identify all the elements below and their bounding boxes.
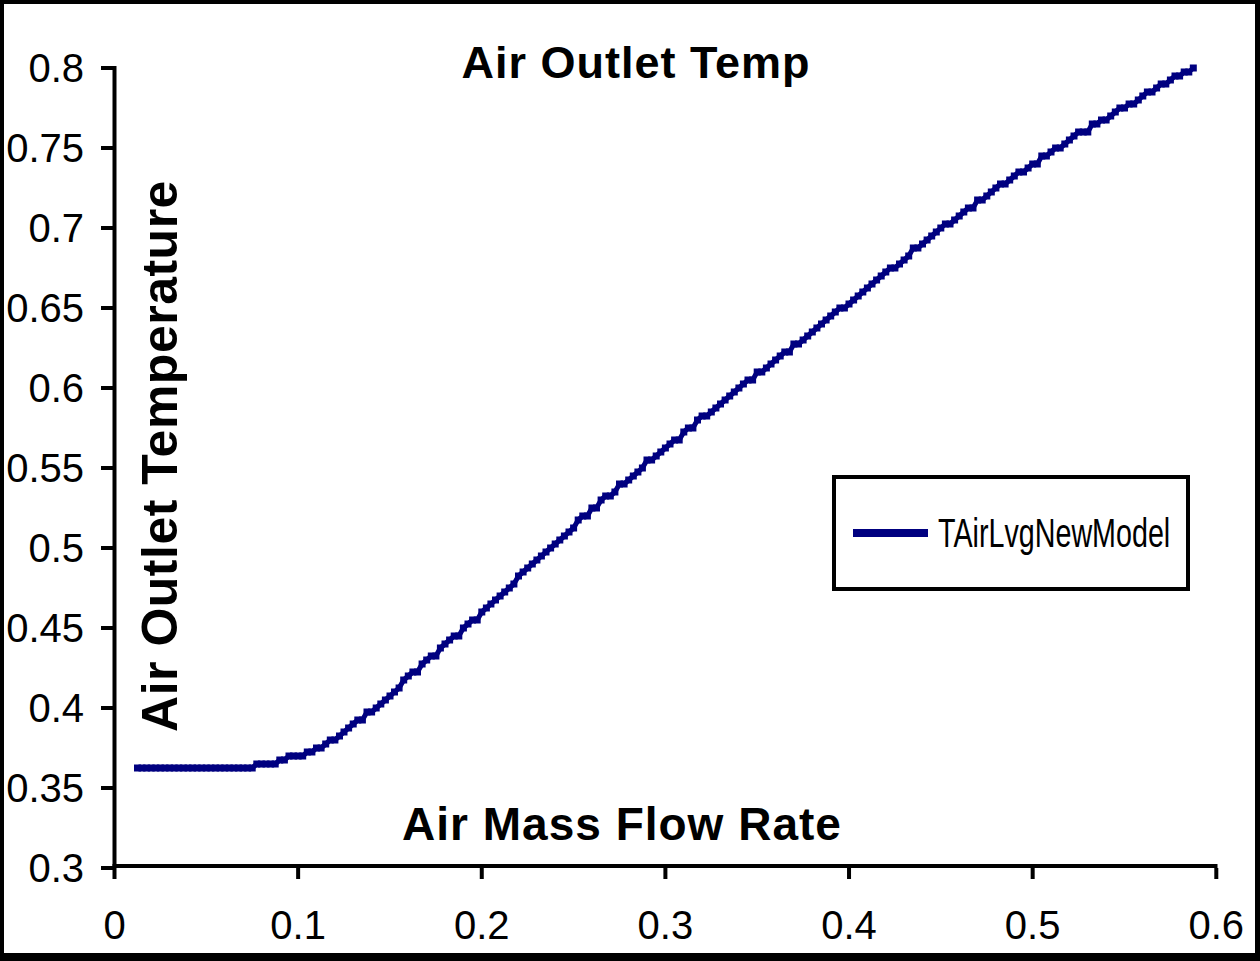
- series-marker: [570, 525, 577, 532]
- chart-title: Air Outlet Temp: [461, 37, 810, 88]
- x-axis-line: [113, 864, 1218, 868]
- y-axis-title: Air Outlet Temperature: [132, 180, 188, 732]
- legend-label: TAirLvgNewModel: [938, 510, 1170, 555]
- series-marker: [510, 581, 517, 588]
- y-tick: [101, 466, 113, 470]
- y-tick: [101, 866, 113, 870]
- x-tick-label: 0.1: [270, 903, 326, 947]
- series-marker: [611, 489, 618, 496]
- series-marker: [593, 505, 600, 512]
- series-marker: [786, 349, 793, 356]
- x-tick-label: 0.4: [821, 903, 877, 947]
- x-tick: [113, 868, 117, 879]
- x-tick: [1214, 868, 1218, 879]
- series-marker: [359, 717, 366, 724]
- series-marker: [689, 425, 696, 432]
- chart: Air Outlet Temp Air Mass Flow Rate Air O…: [0, 0, 1260, 961]
- series-marker: [970, 205, 977, 212]
- x-tick: [663, 868, 667, 879]
- series-marker: [749, 377, 756, 384]
- y-tick-label: 0.3: [28, 846, 84, 890]
- series-marker: [396, 685, 403, 692]
- series-marker: [584, 513, 591, 520]
- x-tick-label: 0: [103, 903, 125, 947]
- x-tick: [480, 868, 484, 879]
- legend-line-sample: [853, 529, 928, 537]
- x-tick: [296, 868, 300, 879]
- y-tick-label: 0.5: [28, 526, 84, 570]
- x-tick-label: 0.5: [1005, 903, 1061, 947]
- x-axis-title: Air Mass Flow Rate: [402, 798, 842, 850]
- series-marker: [432, 653, 439, 660]
- y-tick-label: 0.75: [6, 126, 84, 170]
- y-tick: [101, 386, 113, 390]
- y-tick-label: 0.65: [6, 286, 84, 330]
- y-tick: [101, 626, 113, 630]
- series-marker: [639, 465, 646, 472]
- y-tick-label: 0.6: [28, 366, 84, 410]
- y-tick-label: 0.55: [6, 446, 84, 490]
- y-tick: [101, 706, 113, 710]
- y-tick: [101, 306, 113, 310]
- y-tick-label: 0.7: [28, 206, 84, 250]
- y-tick: [101, 786, 113, 790]
- series-marker: [1084, 129, 1091, 136]
- series-marker: [905, 253, 912, 260]
- y-tick-label: 0.45: [6, 606, 84, 650]
- y-axis-line: [113, 66, 117, 868]
- series-marker: [455, 633, 462, 640]
- y-tick-label: 0.4: [28, 686, 84, 730]
- legend: TAirLvgNewModel: [834, 477, 1188, 589]
- series-marker: [1034, 161, 1041, 168]
- y-tick: [101, 546, 113, 550]
- x-tick-label: 0.6: [1188, 903, 1244, 947]
- series-marker: [474, 617, 481, 624]
- x-tick-label: 0.2: [454, 903, 510, 947]
- x-tick-label: 0.3: [638, 903, 694, 947]
- y-tick: [101, 146, 113, 150]
- series-marker: [1190, 65, 1197, 72]
- y-tick: [101, 66, 113, 70]
- y-tick-label: 0.8: [28, 46, 84, 90]
- x-tick: [1031, 868, 1035, 879]
- x-tick: [847, 868, 851, 879]
- series-marker: [676, 437, 683, 444]
- series-marker: [414, 669, 421, 676]
- y-tick-label: 0.35: [6, 766, 84, 810]
- y-tick: [101, 226, 113, 230]
